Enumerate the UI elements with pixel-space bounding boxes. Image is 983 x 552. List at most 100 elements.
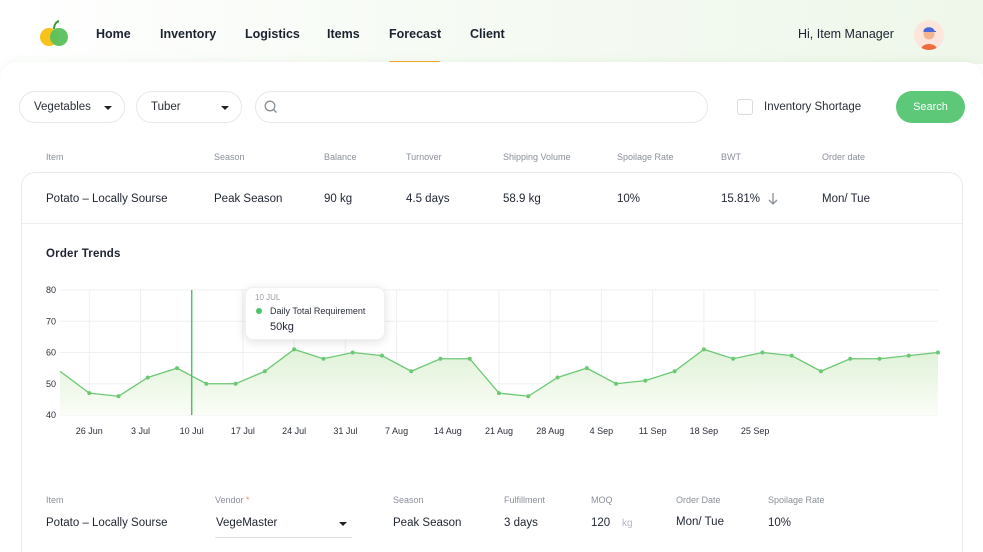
y-tick-label: 70 (46, 316, 56, 326)
column-header-bwt: BWT (721, 152, 741, 162)
data-point (526, 394, 531, 399)
data-point (321, 356, 326, 361)
data-point (204, 381, 209, 386)
detail-order-day-b: Tue (704, 516, 724, 528)
arrow-down-icon (768, 193, 778, 205)
inventory-shortage-label: Inventory Shortage (764, 101, 862, 113)
row-item: Potato – Locally Sourse (46, 193, 168, 205)
column-header-turnover: Turnover (406, 152, 442, 162)
row-divider (22, 223, 962, 224)
order-trends-chart: 40 50 60 70 80 26 Jun 3 Jul 10 Jul 17 Jul 24 Jul 3… (46, 285, 940, 436)
search-button[interactable]: Search (896, 91, 965, 123)
nav-client[interactable]: Client (470, 27, 505, 41)
chevron-down-icon (339, 522, 347, 526)
x-tick-label: 26 Jun (76, 426, 103, 436)
data-point (233, 381, 238, 386)
column-header-spoilage-rate: Spoilage Rate (617, 152, 674, 162)
data-point (467, 356, 472, 361)
top-navigation-bar (0, 0, 983, 64)
nav-home[interactable]: Home (96, 27, 131, 41)
column-header-order-date: Order date (822, 152, 866, 162)
vendor-header-text: Vendor (215, 495, 244, 505)
x-tick-label: 3 Jul (131, 426, 150, 436)
data-point (731, 356, 736, 361)
data-point (409, 369, 414, 374)
nav-items[interactable]: Items (327, 27, 360, 41)
data-point (672, 369, 677, 374)
x-tick-label: 25 Sep (741, 426, 770, 436)
detail-order-day-a: Mon (676, 516, 699, 528)
data-point (497, 391, 501, 396)
nav-logistics[interactable]: Logistics (245, 27, 300, 41)
data-point (701, 347, 706, 352)
detail-order-date: Mon/ Tue (676, 516, 724, 528)
detail-fulfillment: 3 days (504, 517, 538, 529)
y-tick-label: 60 (46, 348, 56, 358)
subcategory-select-value: Tuber (151, 101, 181, 113)
moq-unit: kg (622, 518, 633, 529)
subcategory-select[interactable]: Tuber (136, 91, 242, 123)
x-tick-label: 7 Aug (385, 426, 408, 436)
tooltip-value: 50kg (270, 321, 294, 333)
detail-season: Peak Season (393, 517, 462, 529)
row-order-date: Mon/ Tue (822, 193, 870, 205)
detail-header-season: Season (393, 495, 424, 505)
data-point (262, 369, 267, 374)
nav-forecast[interactable]: Forecast (389, 27, 442, 41)
category-select[interactable]: Vegetables (19, 91, 125, 123)
detail-header-order-date: Order Date (676, 495, 721, 505)
x-tick-label: 14 Aug (434, 426, 462, 436)
column-header-balance: Balance (324, 152, 357, 162)
data-point (145, 375, 150, 380)
inventory-shortage-checkbox[interactable] (737, 99, 753, 115)
y-tick-label: 40 (46, 410, 56, 420)
column-header-shipping-volume: Shipping Volume (503, 152, 571, 162)
moq-input[interactable]: 120 (591, 517, 611, 529)
search-input[interactable] (255, 91, 708, 123)
data-point (555, 375, 560, 380)
user-avatar[interactable] (914, 20, 944, 50)
data-point (379, 353, 384, 358)
data-point (789, 353, 794, 358)
app-logo (40, 20, 68, 46)
tooltip-series-name: Daily Total Requirement (270, 306, 366, 316)
data-point (818, 369, 823, 374)
x-tick-label: 24 Jul (282, 426, 306, 436)
data-point (292, 347, 297, 352)
y-tick-label: 80 (46, 285, 56, 295)
order-day-separator: / (844, 193, 848, 205)
detail-header-fulfillment: Fulfillment (504, 495, 546, 505)
x-tick-label: 4 Sep (590, 426, 614, 436)
data-point (438, 356, 443, 361)
row-bwt: 15.81% (721, 193, 761, 205)
chevron-down-icon (104, 106, 112, 110)
x-tick-label: 10 Jul (180, 426, 204, 436)
data-point (936, 350, 940, 355)
data-point (906, 353, 911, 358)
data-point (643, 378, 648, 383)
chevron-down-icon (221, 106, 229, 110)
main-content-card (0, 62, 983, 552)
expanded-table-row[interactable] (21, 172, 963, 552)
detail-header-spoilage-rate: Spoilage Rate (768, 495, 825, 505)
nav-inventory[interactable]: Inventory (160, 27, 217, 41)
row-balance: 90 kg (324, 193, 353, 205)
column-header-season: Season (214, 152, 245, 162)
x-tick-label: 21 Aug (485, 426, 513, 436)
x-tick-label: 17 Jul (231, 426, 255, 436)
series-dot-icon (256, 308, 262, 314)
required-marker: * (246, 495, 250, 505)
detail-spoilage-rate: 10% (768, 517, 792, 529)
chart-tooltip: 10 JUL Daily Total Requirement 50kg (245, 287, 385, 340)
order-day-a: Mon (822, 193, 845, 205)
data-point (877, 356, 882, 361)
search-icon (264, 100, 277, 113)
vendor-select-value: VegeMaster (216, 517, 278, 529)
tooltip-date: 10 JUL (255, 293, 281, 302)
data-point (87, 391, 92, 396)
row-shipping-volume: 58.9 kg (503, 193, 541, 205)
order-trends-title: Order Trends (46, 248, 121, 260)
order-day-b: Tue (850, 193, 870, 205)
vendor-select[interactable] (215, 512, 352, 538)
detail-header-moq: MOQ (591, 495, 613, 505)
